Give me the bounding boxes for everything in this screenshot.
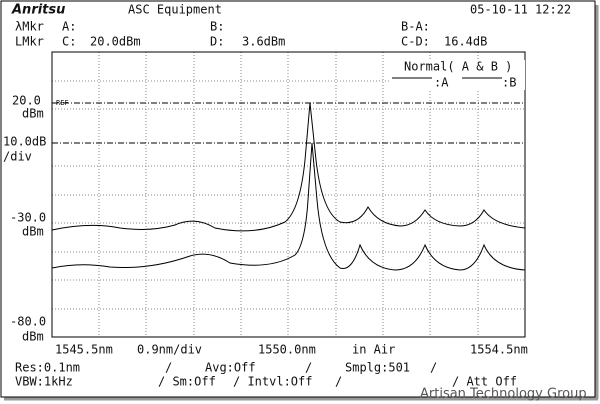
legend-item: :B	[502, 76, 516, 90]
y-label: dBm	[22, 330, 44, 344]
marker: C:	[62, 35, 76, 49]
setting: /	[305, 361, 312, 375]
marker: B:	[210, 20, 224, 34]
legend-mode: Normal( A & B )	[404, 60, 512, 74]
title: ASC Equipment	[128, 3, 222, 17]
marker-value: 16.4dB	[444, 35, 487, 49]
setting: / Sm:Off	[158, 375, 216, 389]
setting: / Intvl:Off	[233, 375, 312, 389]
y-label: /div	[3, 150, 32, 164]
marker: B-A:	[401, 20, 430, 34]
logo: Anritsu	[11, 3, 65, 18]
setting: Avg:Off	[205, 361, 256, 375]
trace-b	[51, 142, 526, 271]
watermark: Artisan Technology Group	[420, 387, 587, 402]
marker: D:	[210, 35, 224, 49]
marker-value: 20.0dBm	[90, 35, 141, 49]
marker-label: λMkr	[15, 20, 44, 34]
setting: Smplg:501	[345, 361, 410, 375]
y-label: dBm	[22, 225, 44, 239]
y-label: -30.0	[10, 211, 46, 225]
trace-a	[51, 102, 526, 232]
y-label: dBm	[22, 107, 44, 121]
marker: A:	[62, 20, 76, 34]
y-label: 20.0	[12, 94, 41, 108]
setting: /	[335, 375, 342, 389]
marker-label: LMkr	[15, 35, 44, 49]
x-label: 1550.0nm	[258, 343, 316, 357]
grid	[52, 52, 525, 337]
marker-value: 3.6dBm	[242, 35, 285, 49]
setting: Res:0.1nm	[15, 361, 80, 375]
setting: /	[165, 361, 172, 375]
x-label: 1554.5nm	[470, 343, 528, 357]
datetime: 05-10-11 12:22	[470, 3, 571, 17]
y-label: 10.0dB	[3, 135, 46, 149]
setting: / Att Off	[452, 375, 517, 389]
y-label: -80.0	[10, 315, 46, 329]
x-label: 1545.5nm	[55, 343, 113, 357]
legend-box	[390, 60, 525, 90]
x-label: 0.9nm/div	[137, 343, 202, 357]
ref-tag: REF	[56, 99, 69, 107]
plot-frame	[51, 51, 526, 338]
setting: /	[430, 361, 437, 375]
legend-item: :A	[434, 76, 449, 90]
setting: VBW:1kHz	[15, 375, 73, 389]
x-label: in Air	[352, 343, 395, 357]
marker: C-D:	[401, 35, 430, 49]
